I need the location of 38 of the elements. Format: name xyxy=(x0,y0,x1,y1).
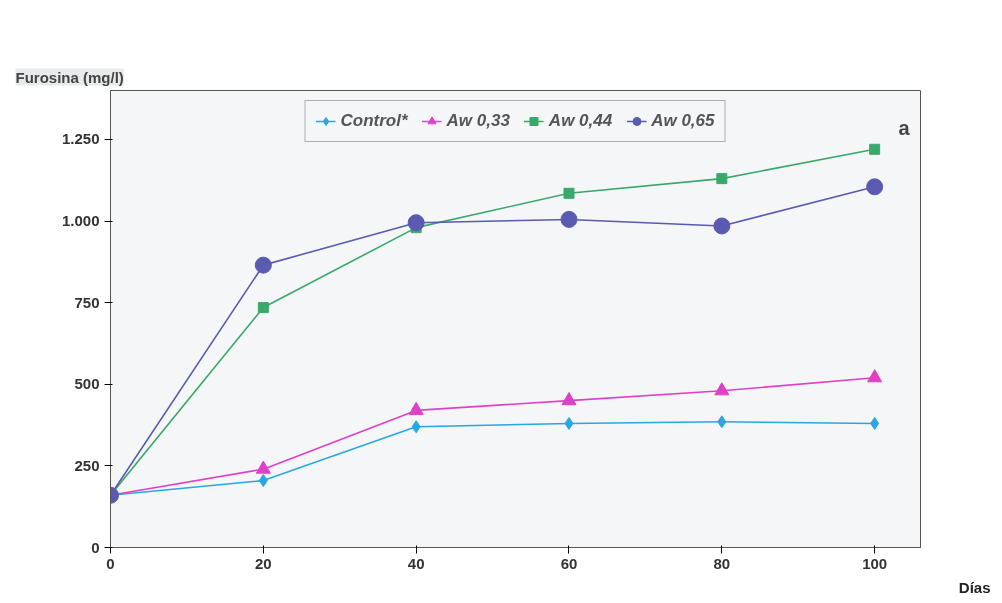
point xyxy=(563,187,575,199)
point xyxy=(255,460,271,474)
y-tick-label: 250 xyxy=(74,456,100,474)
point xyxy=(716,173,728,185)
point xyxy=(411,420,421,434)
x-tick-label: 40 xyxy=(407,554,425,572)
y-axis-title: Furosina (mg/l) xyxy=(15,68,124,86)
point xyxy=(561,392,577,406)
point xyxy=(407,214,425,232)
x-axis-title: Días xyxy=(958,578,991,596)
point xyxy=(713,217,731,235)
point xyxy=(258,474,268,488)
y-tick-label: 0 xyxy=(91,538,100,556)
legend-label: Aw 0,44 xyxy=(548,111,613,131)
x-tick-label: 60 xyxy=(560,554,578,572)
x-tick-label: 80 xyxy=(713,554,731,572)
legend-label: Aw 0,65 xyxy=(651,111,715,131)
x-tick-label: 100 xyxy=(862,554,888,572)
point xyxy=(564,416,574,430)
annotation: a xyxy=(898,117,911,140)
y-tick-label: 500 xyxy=(74,375,100,393)
point xyxy=(560,210,578,228)
point xyxy=(257,302,269,314)
point xyxy=(717,415,727,429)
point xyxy=(867,369,883,383)
y-tick-label: 750 xyxy=(74,293,100,311)
point xyxy=(869,143,881,155)
x-tick-label: 20 xyxy=(254,554,272,572)
legend-label: Control* xyxy=(340,111,408,131)
point xyxy=(866,178,884,196)
x-tick-label: 0 xyxy=(106,554,115,572)
point xyxy=(408,401,424,415)
y-tick-label: 1.000 xyxy=(61,212,100,230)
point xyxy=(870,416,880,430)
point xyxy=(254,256,272,274)
legend-label: Aw 0,33 xyxy=(446,111,510,131)
point xyxy=(714,382,730,396)
y-tick-label: 1.250 xyxy=(61,130,100,148)
